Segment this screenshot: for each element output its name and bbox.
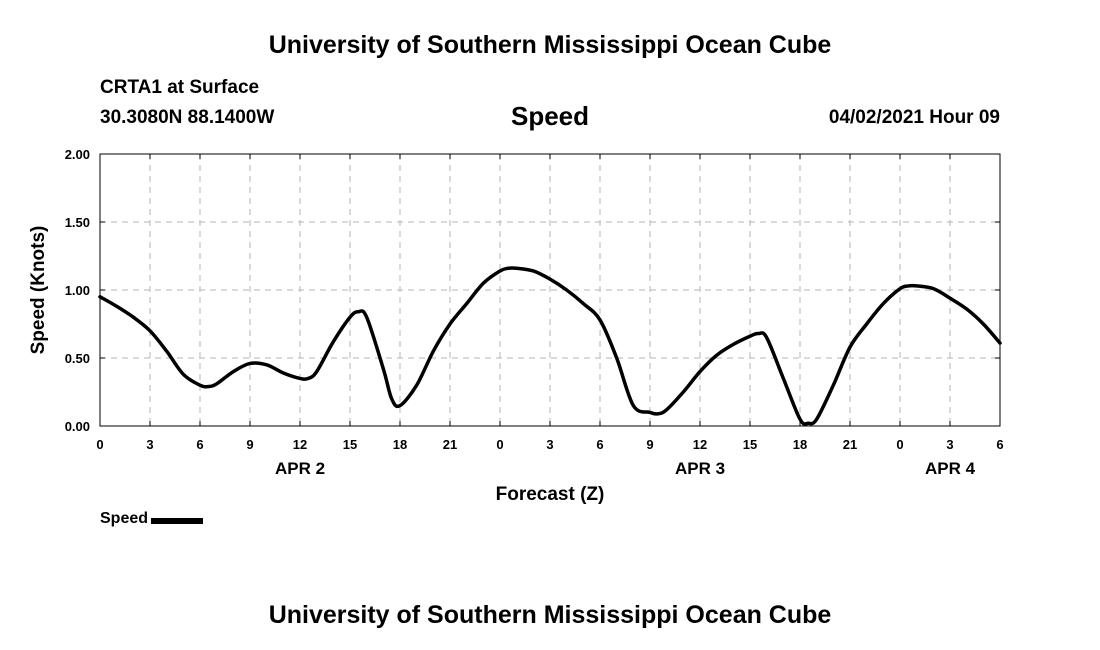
station-label: CRTA1 at Surface	[100, 77, 260, 98]
x-tick-label: 6	[196, 437, 203, 452]
y-tick-label: 0.50	[65, 351, 90, 366]
axis-labels: 0 3 6 9 12 15 18 21 0 3 6 9 12 15 18 21 0 3 6 0.00 0.50 1.00 1…	[65, 147, 1004, 478]
x-tick-label: 3	[946, 437, 953, 452]
y-tick-label: 1.00	[65, 283, 90, 298]
x-tick-label: 12	[693, 437, 707, 452]
y-axis-label: Speed (Knots)	[28, 226, 49, 355]
grid-lines	[100, 154, 1000, 426]
datetime-label: 04/02/2021 Hour 09	[828, 107, 1000, 128]
x-tick-label: 21	[443, 437, 457, 452]
day-label: APR 2	[275, 459, 325, 478]
coordinates-label: 30.3080N 88.1400W	[100, 107, 275, 128]
y-tick-label: 2.00	[65, 147, 90, 162]
legend-label: Speed	[100, 510, 149, 527]
x-tick-label: 6	[596, 437, 603, 452]
day-label: APR 3	[675, 459, 725, 478]
x-tick-label: 18	[793, 437, 807, 452]
page-title: University of Southern Mississippi Ocean…	[268, 31, 832, 59]
x-tick-label: 15	[743, 437, 757, 452]
x-tick-label: 18	[393, 437, 407, 452]
x-tick-label: 12	[293, 437, 307, 452]
axis-ticks	[99, 153, 1001, 427]
x-axis-label: Forecast (Z)	[496, 484, 605, 505]
series-line-speed	[98, 266, 1002, 426]
chart-title: Speed	[510, 101, 590, 131]
x-tick-label: 0	[896, 437, 903, 452]
x-tick-label: 9	[646, 437, 653, 452]
x-tick-label: 6	[996, 437, 1003, 452]
day-label: APR 4	[925, 459, 976, 478]
legend-swatch	[151, 517, 204, 524]
x-tick-label: 0	[496, 437, 503, 452]
x-tick-label: 15	[343, 437, 357, 452]
x-tick-label: 0	[96, 437, 103, 452]
x-tick-label: 3	[146, 437, 153, 452]
x-tick-label: 9	[246, 437, 253, 452]
y-tick-label: 0.00	[65, 419, 90, 434]
legend: Speed	[100, 510, 204, 528]
footer-title: University of Southern Mississippi Ocean…	[268, 601, 832, 629]
y-tick-label: 1.50	[65, 215, 90, 230]
x-tick-label: 21	[843, 437, 857, 452]
x-tick-label: 3	[546, 437, 553, 452]
